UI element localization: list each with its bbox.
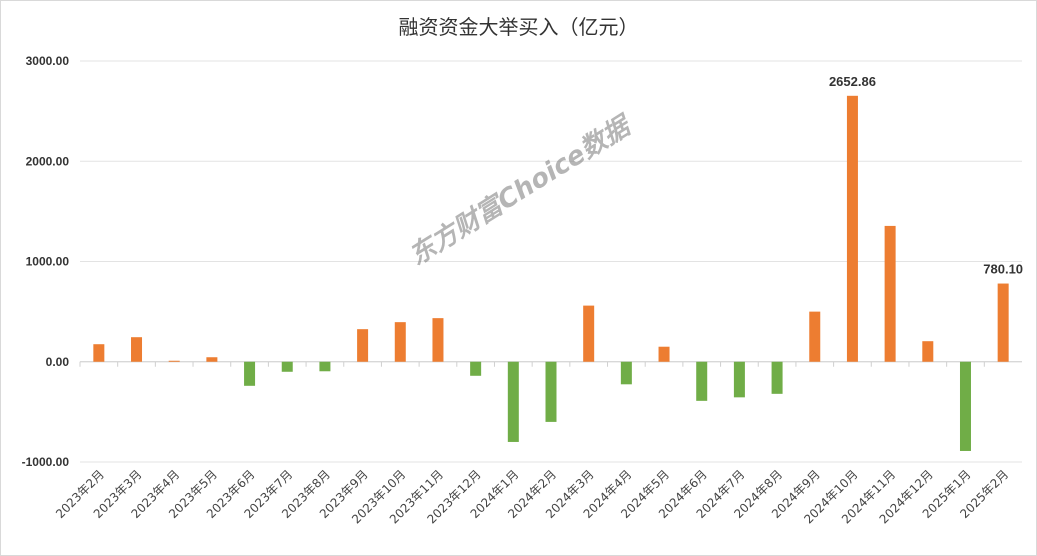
chart-title: 融资资金大举买入（亿元） bbox=[398, 15, 639, 39]
bar bbox=[206, 357, 218, 362]
bar bbox=[620, 361, 632, 385]
bar bbox=[507, 361, 519, 442]
bar bbox=[281, 361, 293, 372]
bar bbox=[583, 305, 595, 362]
y-tick-label: 1000.00 bbox=[26, 255, 70, 269]
bar bbox=[997, 283, 1009, 362]
bar bbox=[658, 346, 670, 362]
bar bbox=[168, 360, 180, 362]
bar bbox=[319, 361, 331, 372]
bar bbox=[959, 361, 971, 451]
bar bbox=[771, 361, 783, 394]
data-label: 780.10 bbox=[983, 262, 1023, 277]
y-tick-label: 3000.00 bbox=[26, 54, 70, 68]
bar bbox=[470, 361, 482, 376]
bar bbox=[244, 361, 256, 386]
y-tick-label: 0.00 bbox=[46, 355, 70, 369]
bar bbox=[131, 337, 143, 362]
bar bbox=[846, 95, 858, 362]
bar bbox=[432, 318, 444, 362]
bar bbox=[809, 311, 821, 362]
bar bbox=[545, 361, 557, 422]
bar bbox=[922, 341, 934, 362]
bar bbox=[696, 361, 708, 401]
y-tick-label: -1000.00 bbox=[22, 455, 70, 469]
y-tick-label: 2000.00 bbox=[26, 154, 70, 168]
bar bbox=[884, 225, 896, 362]
data-label: 2652.86 bbox=[829, 74, 876, 89]
bar bbox=[733, 361, 745, 398]
bar bbox=[357, 329, 369, 362]
bar bbox=[93, 344, 105, 362]
bar bbox=[394, 322, 406, 362]
